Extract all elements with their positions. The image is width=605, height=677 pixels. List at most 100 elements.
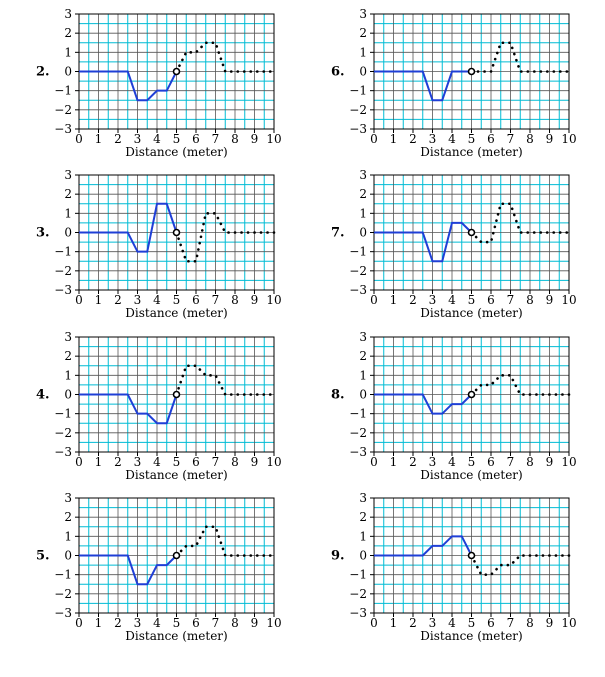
y-tick-label: −3	[54, 122, 72, 136]
x-tick-label: 4	[448, 455, 456, 469]
solid-wave-line	[374, 535, 473, 557]
x-tick-label: 4	[153, 455, 161, 469]
y-tick-label: 1	[64, 368, 72, 382]
x-tick-label: 1	[390, 455, 398, 469]
y-tick-label: 0	[64, 388, 72, 402]
y-tick-label: 3	[359, 491, 367, 505]
x-tick-label: 8	[231, 616, 239, 630]
x-tick-label: 4	[153, 293, 161, 307]
y-tick-label: −2	[349, 426, 367, 440]
x-tick-label: 6	[192, 455, 200, 469]
position-marker	[467, 390, 476, 399]
y-tick-label: 0	[359, 65, 367, 79]
x-tick-label: 4	[153, 616, 161, 630]
solid-wave-line	[79, 70, 178, 102]
y-tick-label: −3	[54, 606, 72, 620]
x-axis-label: Distance (meter)	[125, 145, 227, 159]
x-tick-label: 2	[114, 293, 122, 307]
x-tick-label: 5	[468, 293, 476, 307]
x-tick-label: 2	[409, 616, 417, 630]
x-tick-label: 4	[448, 132, 456, 146]
x-axis-label: Distance (meter)	[420, 629, 522, 643]
y-tick-label: 1	[64, 206, 72, 220]
y-tick-label: 2	[359, 187, 367, 201]
y-tick-label: 1	[359, 206, 367, 220]
position-marker	[172, 551, 181, 560]
y-tick-label: −3	[349, 283, 367, 297]
x-tick-label: 1	[95, 455, 103, 469]
x-tick-label: 9	[546, 293, 554, 307]
y-tick-label: 2	[64, 510, 72, 524]
x-tick-label: 5	[173, 132, 181, 146]
x-tick-label: 8	[231, 132, 239, 146]
y-tick-label: 2	[64, 187, 72, 201]
x-tick-label: 8	[526, 132, 534, 146]
x-tick-label: 3	[429, 455, 437, 469]
y-tick-label: 0	[64, 226, 72, 240]
x-tick-label: 0	[370, 455, 378, 469]
x-tick-label: 6	[487, 455, 495, 469]
dotted-wave-line	[175, 364, 276, 396]
y-tick-label: 3	[64, 7, 72, 21]
x-tick-label: 3	[429, 616, 437, 630]
y-tick-label: −1	[349, 407, 367, 421]
y-tick-label: −1	[54, 84, 72, 98]
x-tick-label: 9	[546, 455, 554, 469]
problem-number: 8.	[331, 388, 345, 403]
x-tick-label: 1	[95, 293, 103, 307]
x-axis-label: Distance (meter)	[125, 306, 227, 320]
x-tick-label: 6	[487, 293, 495, 307]
x-axis-label: Distance (meter)	[420, 145, 522, 159]
x-tick-label: 6	[192, 616, 200, 630]
x-tick-label: 7	[507, 616, 515, 630]
y-tick-label: 0	[359, 226, 367, 240]
position-marker	[172, 67, 181, 76]
y-tick-label: −1	[54, 407, 72, 421]
x-tick-label: 10	[266, 616, 281, 630]
y-tick-label: 2	[359, 26, 367, 40]
y-tick-label: −2	[349, 587, 367, 601]
x-tick-label: 10	[266, 132, 281, 146]
x-tick-label: 9	[546, 132, 554, 146]
y-tick-label: −2	[54, 587, 72, 601]
x-tick-label: 2	[114, 132, 122, 146]
dotted-wave-line	[470, 202, 571, 244]
y-tick-label: 1	[359, 368, 367, 382]
x-axis-label: Distance (meter)	[125, 629, 227, 643]
problem-number: 2.	[36, 65, 50, 80]
x-tick-label: 0	[75, 455, 83, 469]
x-tick-label: 5	[468, 132, 476, 146]
x-tick-label: 0	[75, 293, 83, 307]
x-tick-label: 0	[370, 616, 378, 630]
x-tick-label: 8	[231, 455, 239, 469]
x-tick-label: 5	[468, 616, 476, 630]
y-tick-label: 3	[64, 330, 72, 344]
x-tick-label: 9	[251, 616, 259, 630]
position-marker	[467, 67, 476, 76]
x-tick-label: 1	[390, 293, 398, 307]
dotted-wave-line	[175, 525, 276, 557]
y-tick-label: 1	[64, 529, 72, 543]
x-tick-label: 5	[468, 455, 476, 469]
x-tick-label: 0	[370, 132, 378, 146]
problem-number: 4.	[36, 388, 50, 403]
y-tick-label: −1	[349, 245, 367, 259]
y-tick-label: 0	[64, 65, 72, 79]
y-tick-label: −2	[349, 103, 367, 117]
solid-wave-line	[79, 554, 178, 586]
y-tick-label: 3	[359, 168, 367, 182]
x-tick-label: 2	[409, 293, 417, 307]
x-tick-label: 5	[173, 293, 181, 307]
x-tick-label: 7	[212, 616, 220, 630]
x-tick-label: 8	[526, 455, 534, 469]
x-tick-label: 1	[95, 616, 103, 630]
x-tick-label: 3	[134, 132, 142, 146]
x-tick-label: 7	[507, 455, 515, 469]
y-tick-label: 0	[359, 549, 367, 563]
y-tick-label: −2	[54, 264, 72, 278]
y-tick-label: −2	[54, 103, 72, 117]
